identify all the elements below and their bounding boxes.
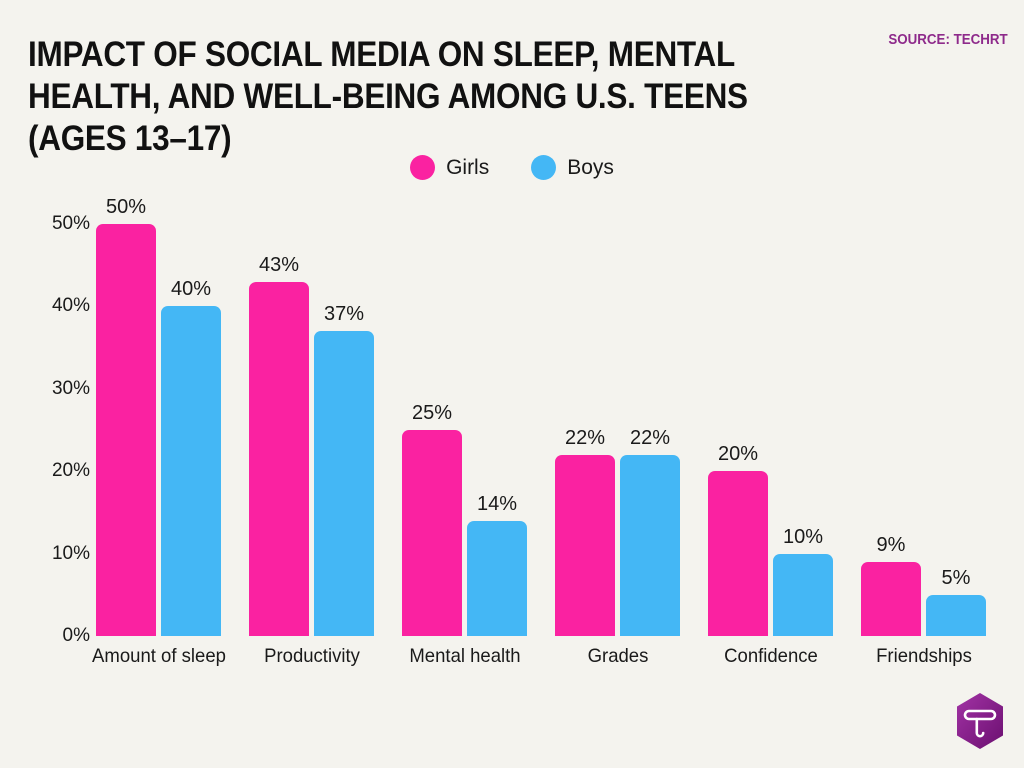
bar-girls-0[interactable]: [96, 224, 156, 636]
bar-girls-3[interactable]: [555, 454, 615, 636]
y-axis-tick-label: 20%: [51, 460, 90, 482]
x-axis-category-label: Amount of sleep: [91, 645, 226, 667]
bar-value-label: 43%: [258, 253, 300, 276]
bar-value-label: 20%: [717, 443, 759, 466]
bar-value-label: 5%: [941, 566, 971, 589]
y-axis-tick-label: 0%: [62, 625, 90, 646]
source-label: SOURCE: TECHRT: [888, 32, 1008, 48]
bar-value-label: 50%: [105, 196, 147, 218]
legend-swatch-icon: [531, 155, 557, 180]
techrt-hexagon-logo: [954, 692, 1006, 750]
bar-value-label: 22%: [629, 426, 671, 449]
x-axis-category-label: Grades: [587, 645, 648, 667]
page-title: IMPACT OF SOCIAL MEDIA ON SLEEP, MENTAL …: [28, 35, 748, 158]
bar-value-label: 37%: [323, 303, 365, 326]
bar-value-label: 14%: [476, 492, 518, 515]
y-axis-tick-label: 50%: [51, 213, 90, 234]
bar-boys-3[interactable]: [620, 454, 680, 636]
bar-boys-0[interactable]: [161, 306, 221, 636]
x-axis-category-label: Mental health: [408, 645, 521, 667]
legend-label: Girls: [446, 155, 490, 179]
bar-girls-2[interactable]: [402, 430, 462, 636]
hexagon-shape: [957, 693, 1003, 749]
chart-header: IMPACT OF SOCIAL MEDIA ON SLEEP, MENTAL …: [0, 0, 1024, 158]
bar-value-label: 10%: [782, 525, 824, 548]
y-axis-tick-label: 10%: [51, 542, 90, 564]
logo-t-bar: [963, 709, 997, 721]
bar-boys-5[interactable]: [926, 594, 986, 636]
bar-girls-1[interactable]: [249, 281, 309, 636]
bar-value-label: 9%: [876, 533, 906, 556]
bar-girls-4[interactable]: [708, 471, 768, 636]
bar-girls-5[interactable]: [861, 561, 921, 636]
x-axis-category-label: Productivity: [263, 645, 360, 667]
y-axis: 0% 10% 20% 30% 40% 50%: [12, 0, 90, 768]
bar-boys-4[interactable]: [773, 553, 833, 636]
legend-item-boys[interactable]: Boys: [531, 155, 614, 180]
legend-item-girls[interactable]: Girls: [410, 155, 489, 180]
x-axis-category-label: Friendships: [875, 645, 972, 667]
y-axis-tick-label: 40%: [51, 295, 90, 317]
legend-swatch-icon: [410, 155, 436, 180]
legend-label: Boys: [567, 155, 614, 179]
bar-value-label: 22%: [564, 426, 606, 449]
bar-boys-2[interactable]: [467, 520, 527, 636]
y-axis-tick-label: 30%: [51, 377, 90, 399]
x-axis-category-label: Confidence: [723, 645, 818, 667]
bar-value-label: 40%: [170, 278, 212, 301]
bar-value-label: 25%: [411, 402, 453, 424]
chart-legend: Girls Boys: [0, 155, 1024, 180]
bar-boys-1[interactable]: [314, 331, 374, 636]
logo-t-stem: [975, 717, 985, 738]
